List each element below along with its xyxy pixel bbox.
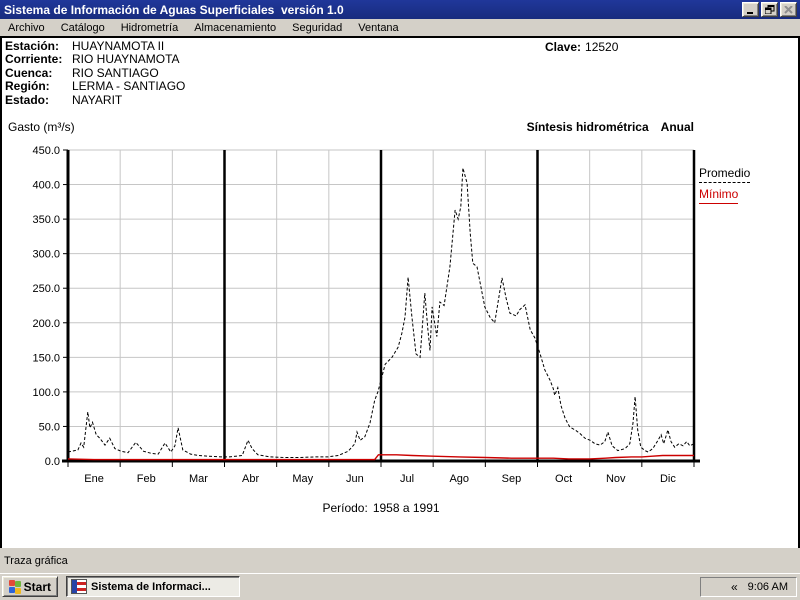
tray-chevron-icon[interactable]: « <box>730 580 738 594</box>
status-text: Traza gráfica <box>4 554 68 567</box>
clave-value: 12520 <box>585 40 619 54</box>
station-info: Estación: HUAYNAMOTA II Corriente: RIO HUAY… <box>5 39 186 107</box>
station-row-estacion: Estación: HUAYNAMOTA II <box>5 39 185 53</box>
menu-bar: Archivo Catálogo Hidrometría Almacenamiento… <box>0 19 800 36</box>
status-bar: Traza gráfica <box>0 548 800 573</box>
menu-item-seguridad[interactable]: Seguridad <box>292 21 343 34</box>
window-title: Sistema de Información de Aguas Superfic… <box>4 2 344 17</box>
chart-period: Período: 1958 a 1991 <box>68 501 694 515</box>
menu-item-archivo[interactable]: Archivo <box>8 21 45 34</box>
y-axis-title: Gasto (m³/s) <box>8 120 75 134</box>
restore-button[interactable] <box>761 2 778 17</box>
title-bar[interactable]: Sistema de Información de Aguas Superfic… <box>0 0 800 19</box>
minimize-button[interactable] <box>742 2 759 17</box>
app-icon <box>71 579 87 594</box>
station-label: Corriente: <box>5 52 63 67</box>
task-label: Sistema de Informaci... <box>91 580 211 593</box>
station-row-cuenca: Cuenca: RIO SANTIAGO <box>5 65 185 80</box>
menu-item-catalogo[interactable]: Catálogo <box>60 21 105 34</box>
windows-logo-icon <box>9 579 21 594</box>
clave-label: Clave: <box>545 40 582 54</box>
start-label: Start <box>23 579 51 594</box>
window-controls <box>742 2 797 17</box>
station-label: Cuenca: <box>5 65 53 80</box>
chart-title-main: Síntesis hidrométrica <box>526 120 649 134</box>
restore-icon <box>764 5 774 14</box>
period-value: 1958 a 1991 <box>372 501 440 515</box>
chart-title: Síntesis hidrométrica Anual <box>527 120 694 134</box>
period-label: Período: <box>322 501 368 515</box>
start-button[interactable]: Start <box>2 576 58 597</box>
station-clave: Clave: 12520 <box>545 40 618 54</box>
station-row-corriente: Corriente: RIO HUAYNAMOTA <box>5 52 185 67</box>
close-icon <box>784 5 793 14</box>
legend-item-promedio: Promedio <box>699 166 751 183</box>
legend-item-minimo: Mínimo <box>699 187 750 204</box>
station-value: LERMA - SANTIAGO <box>72 79 186 94</box>
menu-item-almacenamiento[interactable]: Almacenamiento <box>194 21 277 34</box>
station-value: RIO HUAYNAMOTA <box>72 52 180 67</box>
taskbar: Start Sistema de Informaci... « 9:06 AM <box>0 573 800 600</box>
content-panel <box>0 36 800 550</box>
system-tray: « 9:06 AM <box>700 577 797 597</box>
station-label: Región: <box>5 79 50 94</box>
station-row-region: Región: LERMA - SANTIAGO <box>5 79 186 94</box>
chart-title-sub: Anual <box>660 120 694 134</box>
station-value: HUAYNAMOTA II <box>72 39 165 53</box>
station-row-estado: Estado: NAYARIT <box>5 92 185 107</box>
close-button[interactable] <box>780 2 797 17</box>
taskbar-clock[interactable]: 9:06 AM <box>747 581 788 593</box>
chart-legend: Promedio Mínimo <box>699 166 751 204</box>
station-value: NAYARIT <box>72 92 123 107</box>
station-label: Estación: <box>5 39 60 53</box>
station-label: Estado: <box>5 92 50 107</box>
menu-item-hidrometria[interactable]: Hidrometría <box>120 21 179 34</box>
station-value: RIO SANTIAGO <box>72 65 159 80</box>
taskbar-task-button[interactable]: Sistema de Informaci... <box>66 576 240 597</box>
minimize-icon <box>747 11 753 14</box>
menu-item-ventana[interactable]: Ventana <box>358 21 399 34</box>
